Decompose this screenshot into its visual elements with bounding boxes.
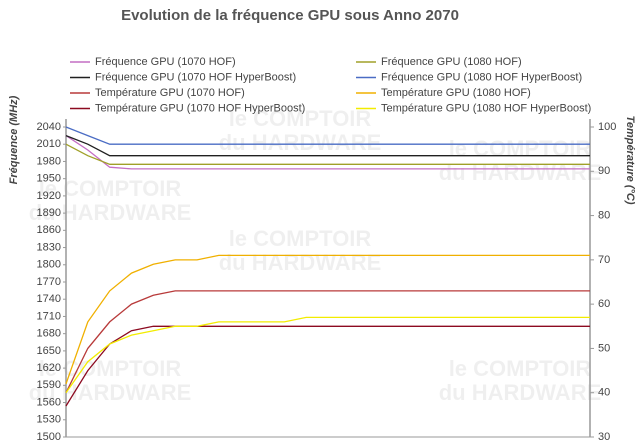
legend-label: Température GPU (1080 HOF HyperBoost) xyxy=(381,102,591,114)
y2-tick-label: 30 xyxy=(598,431,610,443)
chart-title: Evolution de la fréquence GPU sous Anno … xyxy=(121,7,459,24)
watermark: du HARDWARE xyxy=(439,380,602,405)
y-tick-label: 1950 xyxy=(37,173,61,185)
y2-tick-label: 80 xyxy=(598,209,610,221)
y2-tick-label: 90 xyxy=(598,165,610,177)
watermark: le COMPTOIR xyxy=(229,226,372,251)
watermark: du HARDWARE xyxy=(29,380,192,405)
legend-label: Fréquence GPU (1080 HOF HyperBoost) xyxy=(381,71,582,83)
y-tick-label: 1890 xyxy=(37,207,61,219)
watermark: le COMPTOIR xyxy=(229,106,372,131)
y-tick-label: 1680 xyxy=(37,328,61,340)
y2-tick-label: 40 xyxy=(598,387,610,399)
watermark: le COMPTOIR xyxy=(39,176,182,201)
y-axis-title: Fréquence (MHz) xyxy=(8,95,20,184)
y-tick-label: 2010 xyxy=(37,138,61,150)
legend-label: Température GPU (1070 HOF) xyxy=(95,87,245,99)
series-line xyxy=(65,316,590,394)
y-tick-label: 2040 xyxy=(37,121,61,133)
y-tick-label: 1710 xyxy=(37,310,61,322)
watermark: du HARDWARE xyxy=(439,160,602,185)
series-line xyxy=(65,126,590,145)
series-line xyxy=(65,135,590,170)
watermark: du HARDWARE xyxy=(29,200,192,225)
series-line xyxy=(65,290,590,393)
watermark: le COMPTOIR xyxy=(39,356,182,381)
y-tick-label: 1590 xyxy=(37,379,61,391)
series-line xyxy=(65,134,590,157)
y-tick-label: 1770 xyxy=(37,276,61,288)
y2-tick-label: 70 xyxy=(598,254,610,266)
watermark: du HARDWARE xyxy=(219,250,382,275)
legend-label: Fréquence GPU (1080 HOF) xyxy=(381,56,522,68)
legend-label: Température GPU (1070 HOF HyperBoost) xyxy=(95,102,305,114)
legend-label: Fréquence GPU (1070 HOF HyperBoost) xyxy=(95,71,296,83)
y-tick-label: 1500 xyxy=(37,431,61,443)
y-tick-label: 1740 xyxy=(37,293,61,305)
y2-tick-label: 100 xyxy=(598,121,616,133)
y-tick-label: 1650 xyxy=(37,345,61,357)
watermark: le COMPTOIR xyxy=(449,356,592,381)
y-tick-label: 1920 xyxy=(37,190,61,202)
y-tick-label: 1620 xyxy=(37,362,61,374)
y-tick-label: 1980 xyxy=(37,155,61,167)
y-tick-label: 1860 xyxy=(37,224,61,236)
y-tick-label: 1800 xyxy=(37,259,61,271)
y2-axis-title: Température (°C) xyxy=(624,116,636,205)
series-line xyxy=(65,254,590,385)
y2-tick-label: 50 xyxy=(598,342,610,354)
legend-label: Température GPU (1080 HOF) xyxy=(381,87,531,99)
y-tick-label: 1560 xyxy=(37,396,61,408)
series-line xyxy=(65,325,590,407)
watermark: le COMPTOIR xyxy=(449,136,592,161)
series-line xyxy=(65,143,590,165)
watermark: du HARDWARE xyxy=(219,130,382,155)
y2-tick-label: 60 xyxy=(598,298,610,310)
y-tick-label: 1530 xyxy=(37,414,61,426)
legend-label: Fréquence GPU (1070 HOF) xyxy=(95,56,236,68)
y-tick-label: 1830 xyxy=(37,241,61,253)
